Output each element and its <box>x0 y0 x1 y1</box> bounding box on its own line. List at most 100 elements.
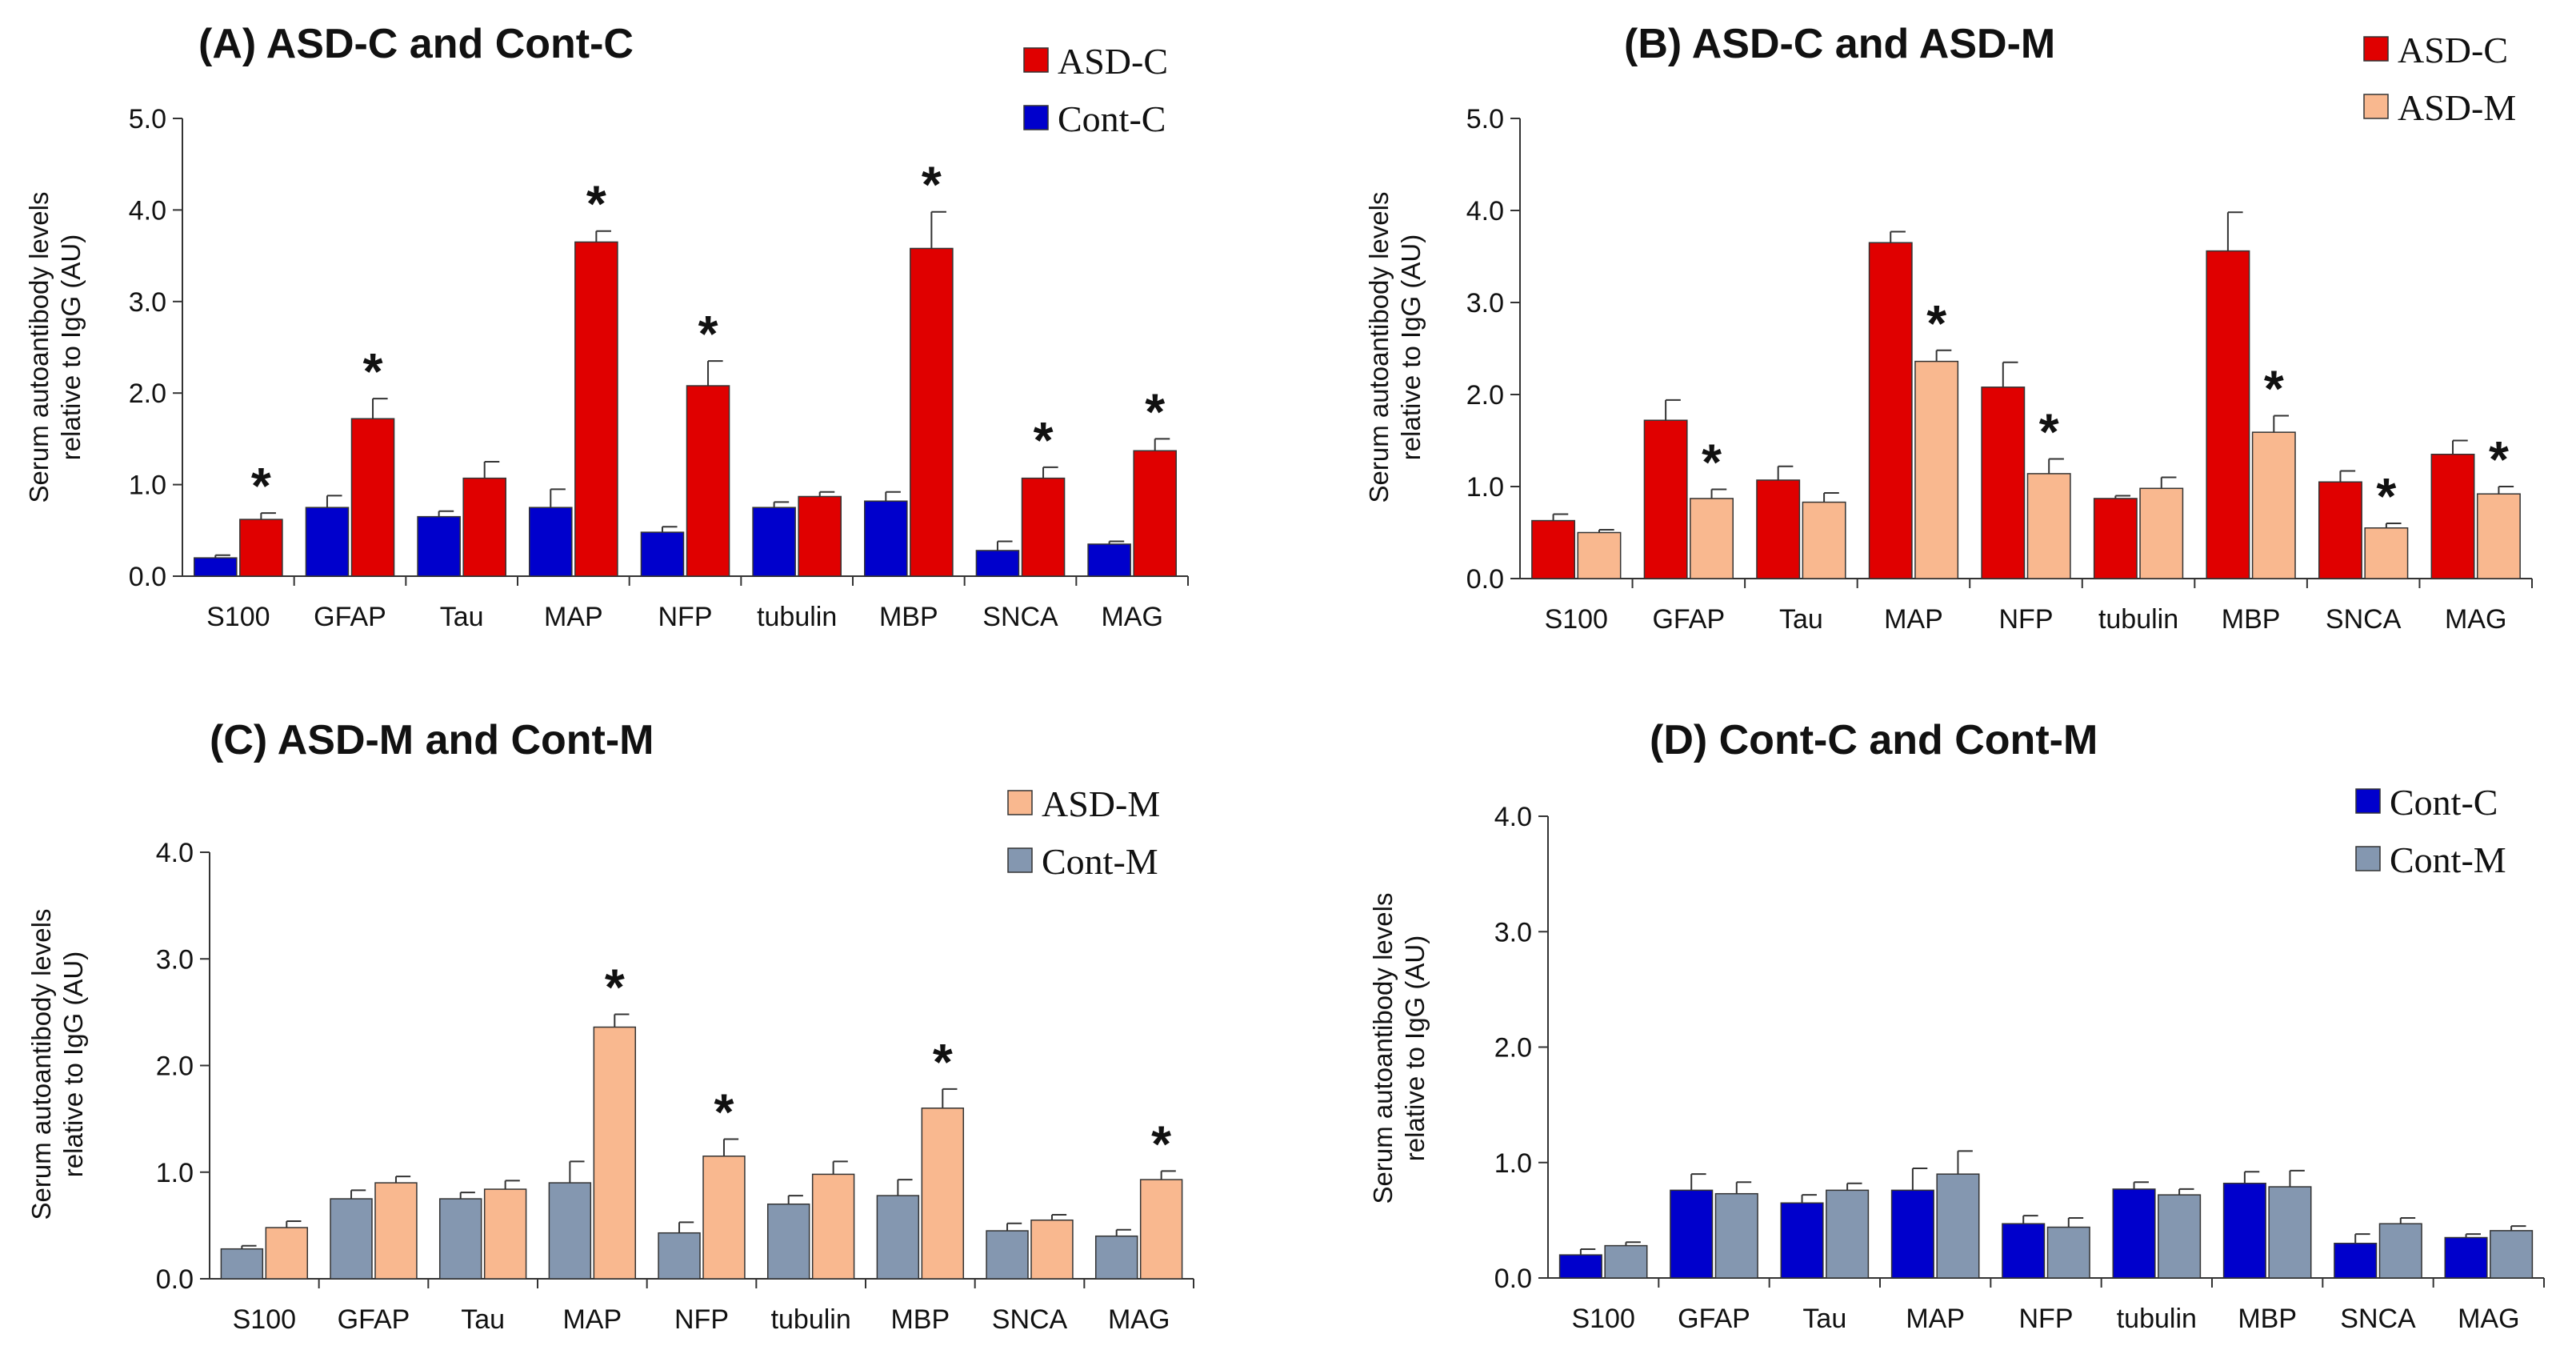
bar-cont-m <box>2046 1226 2090 1279</box>
bar-asd-c <box>798 495 842 577</box>
significance-star: * <box>2489 431 2509 488</box>
legend-label: Cont-C <box>2390 782 2498 823</box>
bar-cont-c <box>1087 543 1131 577</box>
x-tick-label: GFAP <box>1678 1304 1750 1334</box>
x-tick-label: Tau <box>1802 1304 1846 1334</box>
y-tick-label: 0.0 <box>1494 1264 1532 1294</box>
x-tick-label: SNCA <box>2340 1304 2416 1334</box>
x-tick-label: tubulin <box>771 1304 851 1335</box>
legend-swatch <box>2363 36 2389 62</box>
y-axis-label: Serum autoantibody levelsrelative to IgG… <box>1364 192 1426 503</box>
x-tick-label: MAP <box>562 1304 622 1335</box>
bar-cont-m <box>986 1230 1029 1280</box>
bar-cont-m <box>1094 1235 1138 1280</box>
bar-cont-c <box>1890 1189 1934 1279</box>
legend-swatch <box>2355 846 2381 871</box>
y-axis-label-line: Serum autoantibody levels <box>1364 192 1394 503</box>
bar-asd-c <box>2430 454 2475 579</box>
significance-star: * <box>1926 294 1946 352</box>
bar-asd-m <box>2026 473 2071 579</box>
bar-asd-c <box>686 385 730 577</box>
x-tick-label: Tau <box>461 1304 505 1335</box>
y-tick-label: 5.0 <box>1466 104 1504 134</box>
bar-asd-m <box>1030 1219 1074 1280</box>
significance-star: * <box>1151 1115 1171 1172</box>
y-axis-label: Serum autoantibody levelsrelative to IgG… <box>26 909 88 1220</box>
bar-cont-c <box>417 515 461 577</box>
y-axis-label-line: relative to IgG (AU) <box>1396 234 1426 460</box>
x-tick-label: MBP <box>879 602 938 632</box>
legend-swatch <box>1023 47 1049 73</box>
significance-star: * <box>922 156 942 214</box>
significance-star: * <box>2039 403 2059 461</box>
x-tick-label: MBP <box>890 1304 950 1335</box>
y-tick-label: 4.0 <box>1466 196 1504 226</box>
panel-title: (C) ASD-M and Cont-M <box>210 717 654 763</box>
x-tick-label: MAP <box>1884 604 1943 635</box>
panel-a: (A) ASD-C and Cont-C Serum autoantibody l… <box>24 21 1189 632</box>
bar-cont-m <box>330 1198 373 1280</box>
x-tick-label: S100 <box>206 602 270 632</box>
bar-asd-m <box>2139 487 2184 579</box>
significance-star: * <box>1702 433 1722 491</box>
bar-cont-m <box>766 1203 810 1280</box>
bar-asd-c <box>2318 481 2362 579</box>
bar-cont-m <box>1936 1173 1980 1279</box>
bar-asd-m <box>1802 501 1846 579</box>
bar-cont-m <box>2378 1223 2422 1279</box>
bar-asd-m <box>593 1026 637 1280</box>
bar-cont-m <box>2268 1186 2312 1279</box>
panel-title: (B) ASD-C and ASD-M <box>1624 21 2055 67</box>
bar-cont-c <box>1670 1189 1714 1279</box>
legend-swatch <box>1023 105 1049 130</box>
x-tick-label: GFAP <box>1652 604 1725 635</box>
significance-star: * <box>2376 467 2396 525</box>
significance-star: * <box>363 343 383 400</box>
bar-asd-m <box>1690 498 1734 579</box>
bar-asd-c <box>1133 450 1177 577</box>
significance-star: * <box>251 457 271 515</box>
y-tick-label: 1.0 <box>1466 472 1504 503</box>
bar-cont-m <box>220 1248 264 1280</box>
significance-star: * <box>2264 359 2284 417</box>
bar-asd-c <box>910 247 954 577</box>
bar-cont-m <box>658 1232 701 1280</box>
bar-asd-m <box>2364 527 2409 579</box>
significance-star: * <box>714 1083 734 1140</box>
x-tick-label: NFP <box>674 1304 729 1335</box>
y-tick-label: 3.0 <box>156 944 194 975</box>
bar-cont-c <box>2334 1242 2378 1279</box>
bar-cont-c <box>640 531 685 577</box>
significance-star: * <box>933 1033 953 1091</box>
y-tick-label: 1.0 <box>129 471 166 501</box>
legend-label: Cont-M <box>1042 841 1158 882</box>
legend-label: ASD-C <box>2398 30 2508 70</box>
bar-cont-c <box>1780 1202 1824 1279</box>
legend-swatch <box>2355 788 2381 814</box>
bar-asd-m <box>2476 493 2521 579</box>
y-axis-label-line: relative to IgG (AU) <box>1400 935 1430 1161</box>
bar-cont-c <box>752 507 796 577</box>
y-tick-label: 4.0 <box>156 838 194 868</box>
y-tick-label: 2.0 <box>129 379 166 409</box>
y-tick-label: 0.0 <box>129 562 166 592</box>
significance-star: * <box>1145 383 1165 440</box>
x-tick-label: SNCA <box>992 1304 1068 1335</box>
x-tick-label: MAG <box>2445 604 2506 635</box>
x-tick-label: GFAP <box>314 602 386 632</box>
x-tick-label: S100 <box>1545 604 1608 635</box>
bar-asd-c <box>574 241 618 577</box>
bar-cont-m <box>1826 1189 1870 1279</box>
bar-cont-m <box>2158 1194 2202 1279</box>
bar-asd-m <box>1914 360 1959 579</box>
x-tick-label: MBP <box>2238 1304 2297 1334</box>
significance-star: * <box>586 175 606 233</box>
panel-title: (A) ASD-C and Cont-C <box>198 21 634 67</box>
legend-label: ASD-C <box>1058 41 1168 82</box>
x-tick-label: NFP <box>1999 604 2054 635</box>
y-axis-label-line: relative to IgG (AU) <box>56 234 86 460</box>
y-axis-label: Serum autoantibody levelsrelative to IgG… <box>1368 893 1430 1204</box>
bar-asd-c <box>239 519 283 577</box>
y-tick-label: 4.0 <box>1494 802 1532 832</box>
bar-cont-m <box>438 1198 482 1280</box>
